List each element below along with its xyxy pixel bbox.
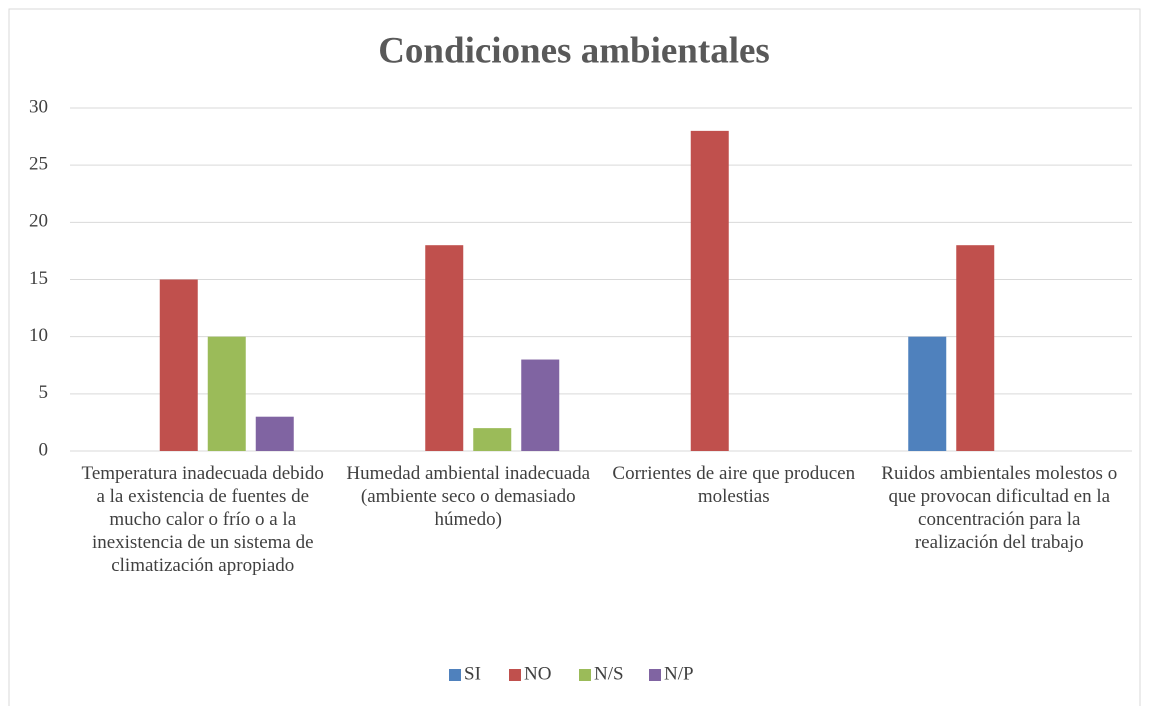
y-tick-label: 15 xyxy=(29,268,48,289)
chart-title: Condiciones ambientales xyxy=(378,30,770,71)
bar xyxy=(908,336,947,451)
chart-border xyxy=(8,8,1141,706)
legend-swatch xyxy=(509,669,521,681)
legend-swatch xyxy=(579,669,591,681)
y-tick-label: 30 xyxy=(29,96,48,117)
bar xyxy=(521,359,560,451)
legend-label: N/P xyxy=(664,663,694,684)
y-tick-label: 5 xyxy=(39,382,49,403)
legend-swatch xyxy=(449,669,461,681)
y-tick-label: 20 xyxy=(29,211,48,232)
y-tick-label: 10 xyxy=(29,325,48,346)
bar xyxy=(956,245,995,451)
bar xyxy=(207,336,246,451)
bar xyxy=(255,416,294,451)
x-tick-label: Temperatura inadecuada debido a la exist… xyxy=(81,463,324,576)
legend-swatch xyxy=(649,669,661,681)
x-tick-label: Ruidos ambientales molestos o que provoc… xyxy=(881,463,1118,553)
legend-label: SI xyxy=(464,663,481,684)
bar xyxy=(690,130,729,451)
bar xyxy=(473,428,512,451)
x-tick-label: Humedad ambiental inadecuada (ambiente s… xyxy=(346,463,591,530)
y-tick-label: 0 xyxy=(39,439,49,460)
x-tick-label: Corrientes de aire que producen molestia… xyxy=(612,463,856,507)
legend-label: N/S xyxy=(594,663,624,684)
bar xyxy=(159,279,198,451)
y-tick-label: 25 xyxy=(29,154,48,175)
legend-label: NO xyxy=(524,663,551,684)
bar xyxy=(425,245,464,451)
